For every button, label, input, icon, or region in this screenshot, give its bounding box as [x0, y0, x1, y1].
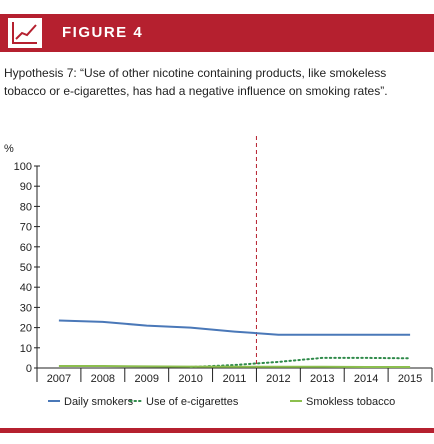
x-tick-label: 2007 — [47, 373, 71, 385]
y-tick-label: 50 — [20, 262, 32, 274]
figure-header: FIGURE 4 — [0, 14, 434, 52]
line-chart-icon — [8, 18, 42, 48]
series-group — [58, 319, 412, 368]
y-tick-label: 70 — [20, 222, 32, 234]
y-tick-label: 40 — [20, 282, 32, 294]
x-tick-label: 2008 — [91, 373, 115, 385]
axes: 0 10 20 30 40 50 60 70 80 90 100 2007 2008 2009 2010 20… — [14, 161, 433, 385]
y-tick-label: 90 — [20, 181, 32, 193]
y-tick-label: 100 — [14, 161, 32, 173]
x-tick-label: 2010 — [178, 373, 202, 385]
series-line-2 — [58, 365, 411, 368]
y-tick-label: 60 — [20, 242, 32, 254]
figure-caption: Hypothesis 7: “Use of other nicotine con… — [4, 66, 388, 98]
x-tick-label: 2013 — [310, 373, 334, 385]
series-line-1 — [189, 356, 412, 368]
x-tick-label: 2011 — [223, 373, 247, 385]
series-line-0 — [58, 319, 411, 336]
y-tick-label: 10 — [20, 343, 32, 355]
y-axis-label: % — [4, 143, 14, 155]
x-tick-label: 2009 — [134, 373, 158, 385]
footer-bar — [0, 428, 434, 433]
legend-label-1: Use of e-cigarettes — [146, 396, 239, 408]
legend-label-2: Smokless tobacco — [306, 396, 395, 408]
y-tick-label: 20 — [20, 323, 32, 335]
legend: Daily smokers Use of e-cigarettes Smokless… — [48, 396, 395, 408]
y-tick-label: 80 — [20, 201, 32, 213]
x-tick-label: 2015 — [398, 373, 422, 385]
x-tick-label: 2014 — [354, 373, 378, 385]
y-tick-label: 30 — [20, 302, 32, 314]
x-tick-label: 2012 — [266, 373, 290, 385]
figure-title: FIGURE 4 — [62, 24, 144, 41]
legend-label-0: Daily smokers — [64, 396, 134, 408]
y-tick-label: 0 — [26, 363, 32, 375]
